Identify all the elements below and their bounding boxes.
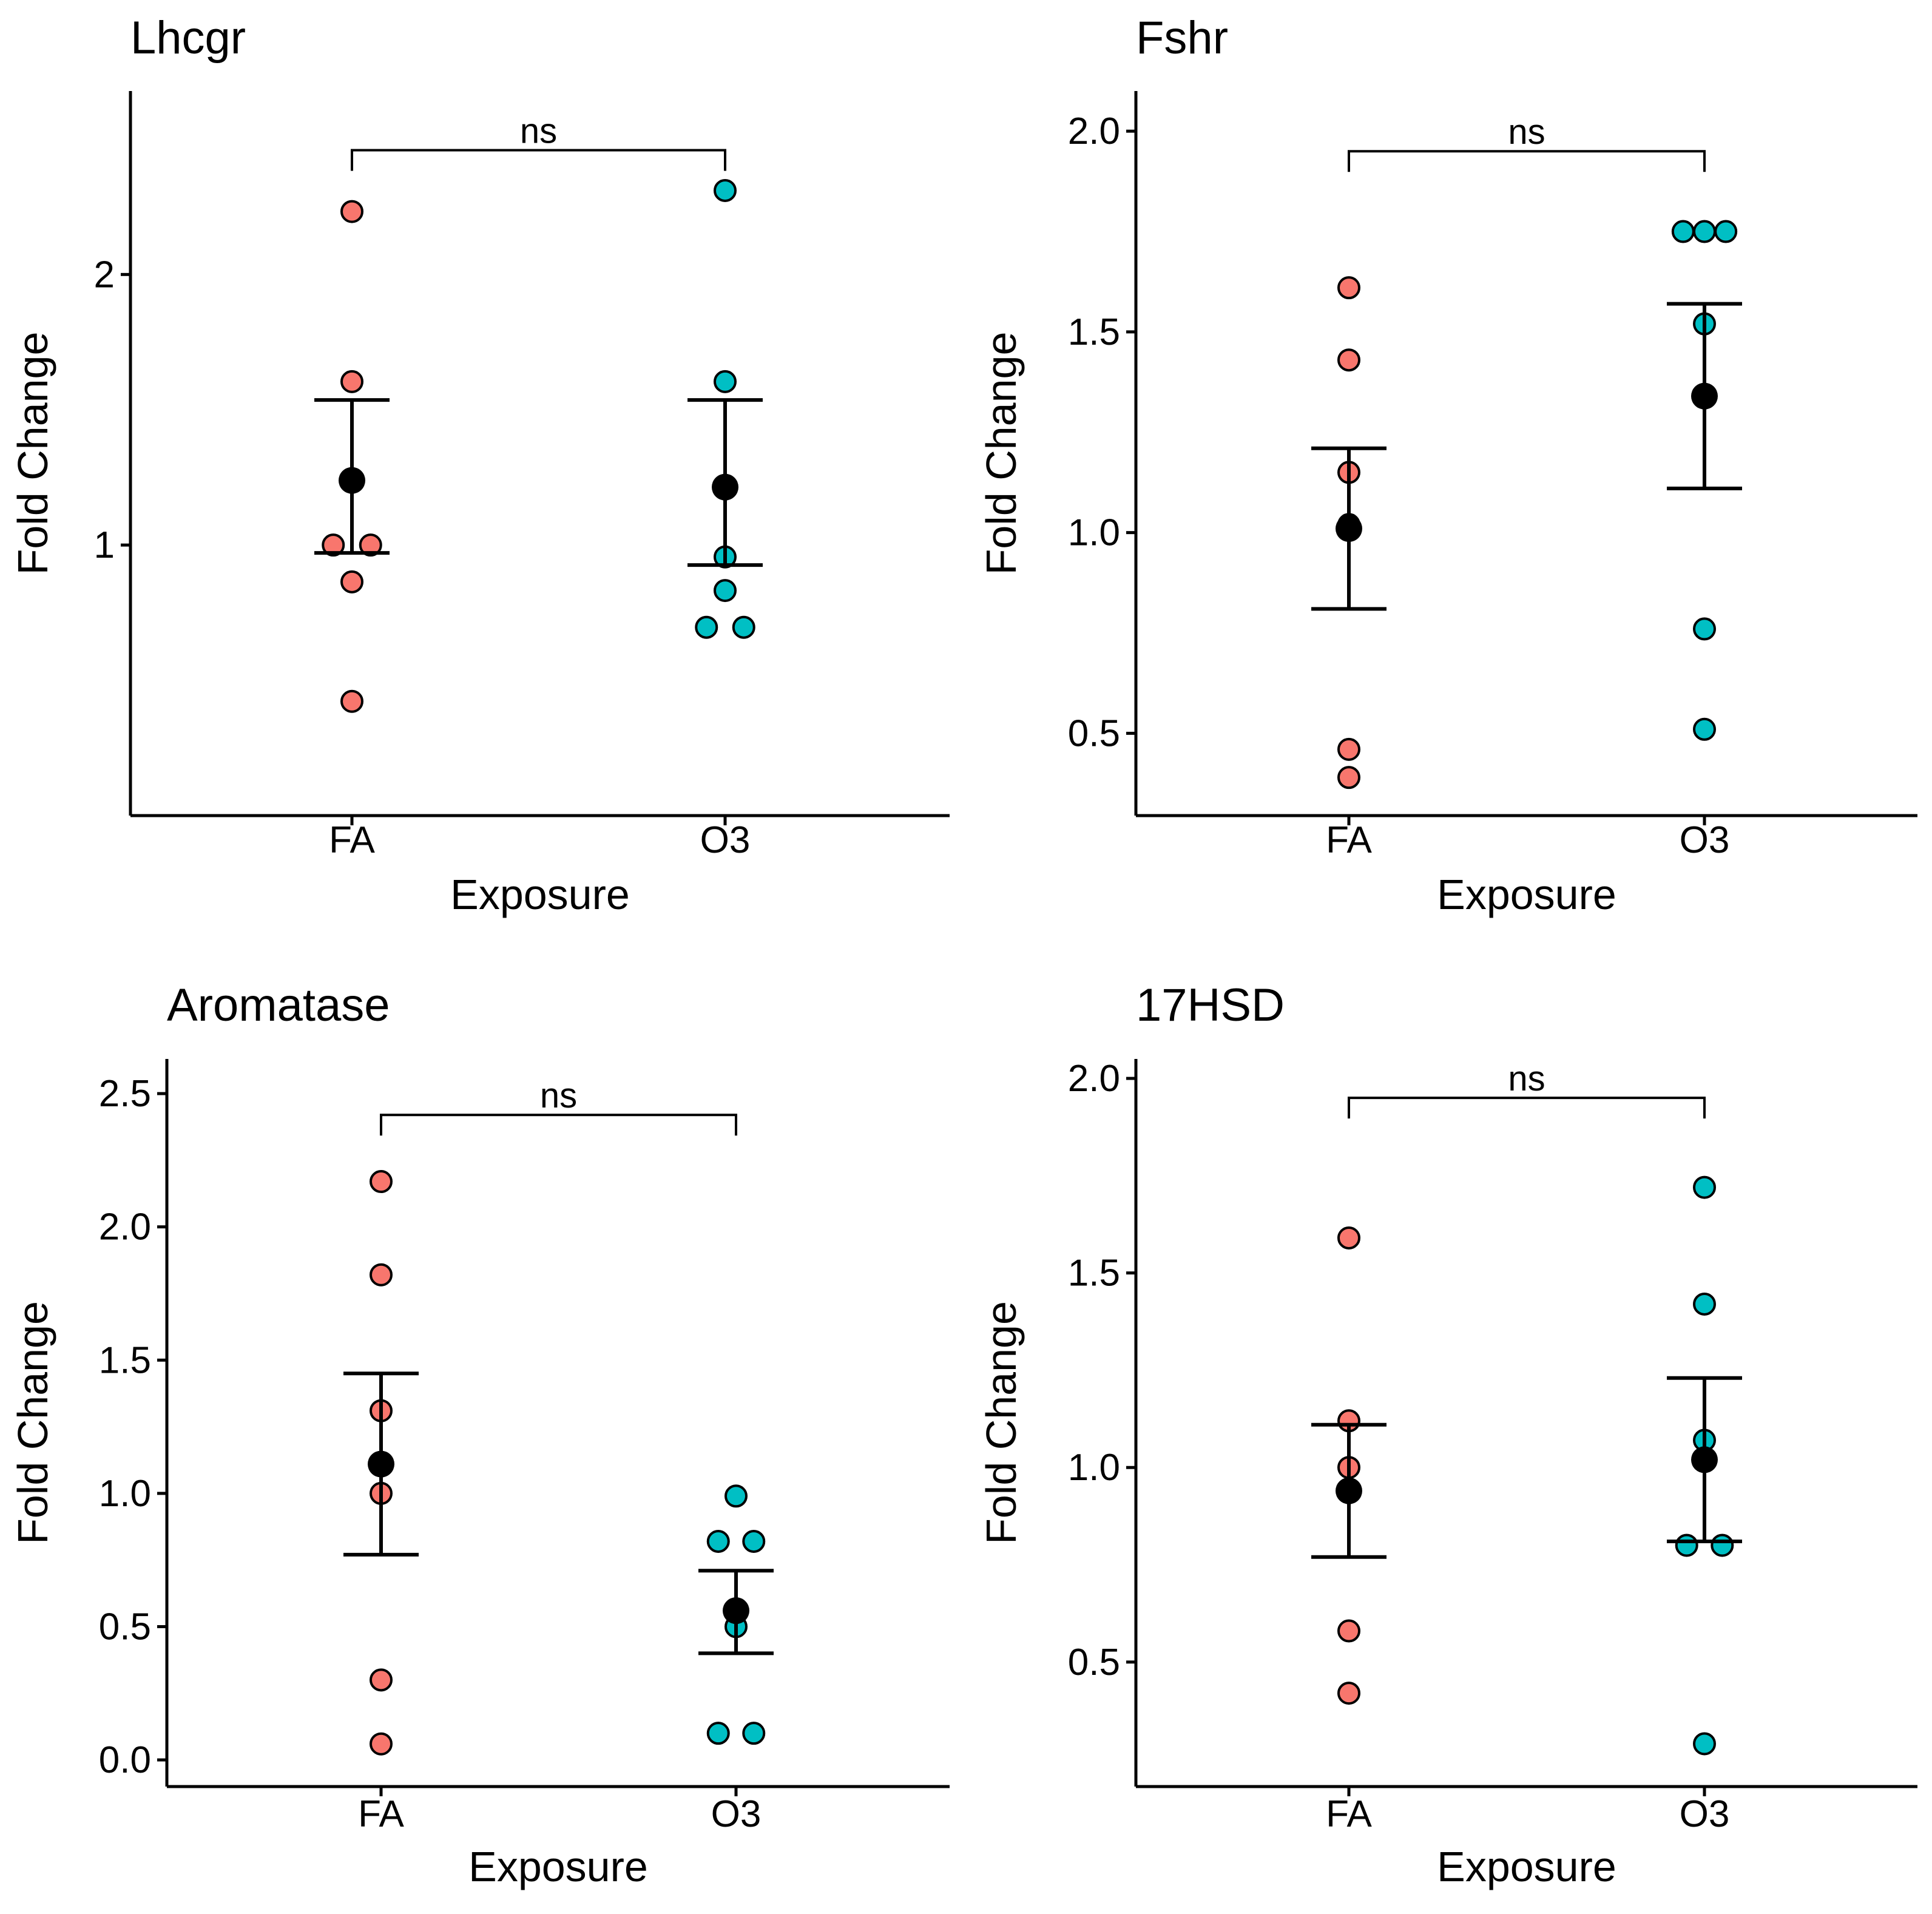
data-point-o3 [1693, 617, 1716, 641]
data-point-fa [370, 1170, 393, 1194]
mean-point-fa [368, 1450, 394, 1478]
panel-title: Lhcgr [130, 12, 246, 64]
data-point-o3 [724, 1484, 748, 1508]
y-tick-label: 1.5 [99, 1339, 151, 1381]
x-axis-title: Exposure [468, 1843, 648, 1890]
x-axis-title: Exposure [450, 871, 630, 918]
data-point-fa [359, 533, 382, 557]
significance-bracket [1348, 150, 1706, 172]
data-point-fa [1337, 1682, 1360, 1705]
x-tick-label: FA [329, 819, 375, 861]
y-tick-label: 0.5 [1068, 712, 1120, 754]
panel-17hsd: 17HSD 0.5 1.0 1.5 2.0 FA O3 Exposure Fold Change… [978, 979, 1917, 1890]
data-point-fa [370, 1263, 393, 1287]
data-point-fa [1337, 276, 1360, 300]
x-tick-label: O3 [711, 1793, 762, 1835]
data-point-fa [1337, 1619, 1360, 1643]
y-tick-label: 1.5 [1068, 1253, 1120, 1294]
data-point-o3 [1671, 220, 1695, 243]
panel-title: Fshr [1136, 12, 1228, 64]
data-point-o3 [1714, 220, 1738, 243]
data-point-o3 [695, 615, 718, 639]
y-tick-label: 2.0 [99, 1206, 151, 1248]
significance-bracket [351, 149, 726, 171]
data-point-o3 [1693, 1732, 1716, 1756]
data-point-o3 [1675, 1534, 1698, 1557]
panel-title: Aromatase [167, 979, 390, 1031]
mean-point-o3 [712, 473, 738, 501]
mean-point-fa [339, 467, 365, 494]
data-point-fa [340, 570, 363, 593]
y-tick-label: 2.0 [1068, 1058, 1120, 1100]
x-tick-label: FA [358, 1793, 404, 1835]
data-point-fa [340, 370, 363, 393]
x-axis-title: Exposure [1437, 1843, 1616, 1890]
y-tick-label: 2 [94, 254, 115, 296]
panel-title: 17HSD [1136, 979, 1285, 1031]
data-point-fa [322, 533, 345, 557]
y-axis-title: Fold Change [9, 332, 56, 575]
panel-aromatase: Aromatase 0.0 0.5 1.0 1.5 2.0 2.5 FA O3 Exposure F… [9, 979, 950, 1890]
x-tick-label: O3 [1680, 819, 1730, 861]
data-point-o3 [714, 579, 737, 603]
y-tick-label: 0.0 [99, 1739, 151, 1781]
data-point-o3 [714, 178, 737, 202]
data-point-o3 [706, 1529, 730, 1553]
data-point-o3 [1693, 1292, 1716, 1316]
x-tick-label: O3 [700, 819, 751, 861]
data-point-o3 [1711, 1534, 1734, 1557]
data-point-o3 [1693, 1175, 1716, 1199]
data-point-o3 [1693, 220, 1716, 243]
significance-label: ns [540, 1076, 577, 1115]
y-tick-label: 2.5 [99, 1073, 151, 1115]
y-axis-title: Fold Change [978, 332, 1025, 575]
data-point-fa [370, 1732, 393, 1756]
data-point-o3 [714, 370, 737, 393]
data-point-fa [370, 1668, 393, 1692]
mean-point-fa [1336, 1477, 1362, 1504]
data-point-o3 [732, 615, 755, 639]
data-point-fa [1337, 348, 1360, 372]
x-axis-title: Exposure [1437, 871, 1616, 918]
y-tick-label: 2.0 [1068, 110, 1120, 152]
mean-point-o3 [1691, 1446, 1718, 1473]
x-tick-label: FA [1326, 819, 1372, 861]
data-point-o3 [742, 1529, 766, 1553]
data-point-o3 [742, 1722, 766, 1745]
mean-point-o3 [723, 1597, 749, 1625]
y-axis-title: Fold Change [978, 1301, 1025, 1544]
y-axis-title: Fold Change [9, 1301, 56, 1544]
y-tick-label: 1.5 [1068, 311, 1120, 353]
y-tick-label: 1.0 [99, 1473, 151, 1515]
significance-label: ns [1508, 1059, 1545, 1098]
x-tick-label: FA [1326, 1793, 1372, 1835]
mean-point-fa [1336, 515, 1362, 543]
panel-lhcgr: Lhcgr 1 2 FA O3 Exposure Fold Change ns [9, 12, 950, 918]
data-point-fa [1337, 737, 1360, 761]
data-point-fa [340, 200, 363, 223]
data-point-fa [1337, 766, 1360, 790]
significance-label: ns [520, 111, 557, 150]
y-tick-label: 1.0 [1068, 1447, 1120, 1489]
y-tick-label: 1 [94, 524, 115, 566]
mean-point-o3 [1691, 382, 1718, 410]
x-tick-label: O3 [1680, 1793, 1730, 1835]
data-point-fa [340, 689, 363, 713]
significance-bracket [380, 1114, 737, 1136]
y-tick-label: 0.5 [1068, 1642, 1120, 1683]
significance-bracket [1348, 1097, 1706, 1119]
y-tick-label: 0.5 [99, 1606, 151, 1648]
y-tick-label: 1.0 [1068, 512, 1120, 554]
data-point-fa [1337, 1226, 1360, 1250]
data-point-o3 [706, 1722, 730, 1745]
data-point-o3 [1693, 717, 1716, 741]
significance-label: ns [1508, 112, 1545, 152]
panel-fshr: Fshr 0.5 1.0 1.5 2.0 FA O3 Exposure Fold Change n… [978, 12, 1917, 918]
